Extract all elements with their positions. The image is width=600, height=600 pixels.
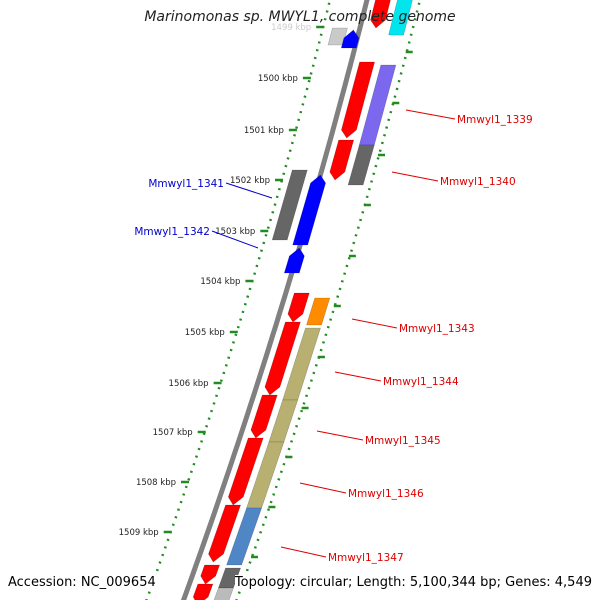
- reverse-cds: [340, 29, 360, 49]
- gene-label: Mmwyl1_1347: [328, 552, 404, 564]
- kbp-tick-label: 1499 kbp: [271, 23, 311, 33]
- accession-text: Accession: NC_009654: [8, 575, 156, 590]
- cds-feature: [192, 583, 214, 600]
- gene-label: Mmwyl1_1340: [440, 176, 516, 188]
- backbone-line: [180, 0, 370, 600]
- cds-mmwyl1-1339: [341, 61, 375, 139]
- kbp-tick-label: 1509 kbp: [119, 528, 159, 538]
- tick-rings: [145, 0, 422, 600]
- kbp-tick-label: 1504 kbp: [200, 277, 240, 287]
- gene-label: Mmwyl1_1345: [365, 435, 441, 447]
- cog-mmwyl1-1341: [271, 169, 308, 241]
- outer-tick-ring: [235, 0, 422, 600]
- gene-label: Mmwyl1_1346: [348, 488, 424, 500]
- gene-leader-line: [405, 109, 456, 120]
- gene-label: Mmwyl1_1341: [148, 178, 224, 190]
- cog-mmwyl1-1347: [226, 507, 263, 566]
- cds-mmwyl1-1344: [264, 321, 301, 396]
- gene-leader-line: [280, 546, 327, 558]
- gene-leader-line: [351, 318, 398, 329]
- kbp-tick-label: 1503 kbp: [215, 227, 255, 237]
- gene-leader-line: [211, 230, 259, 249]
- topology-text: Topology: circular; Length: 5,100,344 bp…: [234, 575, 592, 590]
- cds-feature: [370, 0, 391, 29]
- gene-leader-line: [299, 482, 347, 494]
- cds-mmwyl1-1340: [329, 139, 355, 181]
- kbp-tick-label: 1505 kbp: [185, 328, 225, 338]
- gene-features: [192, 0, 413, 600]
- cds-mmwyl1-1346: [227, 437, 264, 506]
- reverse-cds-mmwyl1-1341: [292, 174, 326, 246]
- kbp-tick-label: 1500 kbp: [258, 74, 298, 84]
- kbp-tick-label: 1508 kbp: [136, 478, 176, 488]
- kbp-tick-label: 1506 kbp: [169, 379, 209, 389]
- cds-mmwyl1-1345: [250, 394, 278, 439]
- genome-backbone: [180, 0, 370, 600]
- cds-mmwyl1-1347: [208, 504, 242, 563]
- gene-leader-line: [316, 430, 364, 441]
- map-title: Marinomonas sp. MWYL1, complete genome: [144, 9, 456, 25]
- kbp-tick-label: 1507 kbp: [153, 428, 193, 438]
- gene-label: Mmwyl1_1342: [134, 226, 210, 238]
- gene-label: Mmwyl1_1339: [457, 114, 533, 126]
- inner-tick-ring: [145, 0, 332, 600]
- gene-label: Mmwyl1_1344: [383, 376, 459, 388]
- gene-leader-line: [391, 171, 439, 182]
- kbp-tick-label: 1501 kbp: [244, 126, 284, 136]
- gene-leader-line: [334, 371, 382, 382]
- gene-leader-line: [225, 182, 273, 199]
- cog-mmwyl1-1340: [347, 144, 375, 186]
- cog-feature: [388, 0, 413, 36]
- cds-mmwyl1-1343: [287, 292, 310, 323]
- label-leaders: [211, 109, 456, 558]
- cog-feature: [213, 587, 234, 600]
- gene-labels: 1499 kbp 1500 kbp 1501 kbp 1502 kbp 1503 kbp…: [119, 23, 533, 564]
- cog-mmwyl1-1343: [306, 297, 331, 326]
- gene-label: Mmwyl1_1343: [399, 323, 475, 335]
- tick-marks: [163, 25, 413, 559]
- reverse-cds-mmwyl1-1342: [283, 247, 305, 274]
- cds-feature: [200, 564, 221, 585]
- kbp-tick-label: 1502 kbp: [230, 176, 270, 186]
